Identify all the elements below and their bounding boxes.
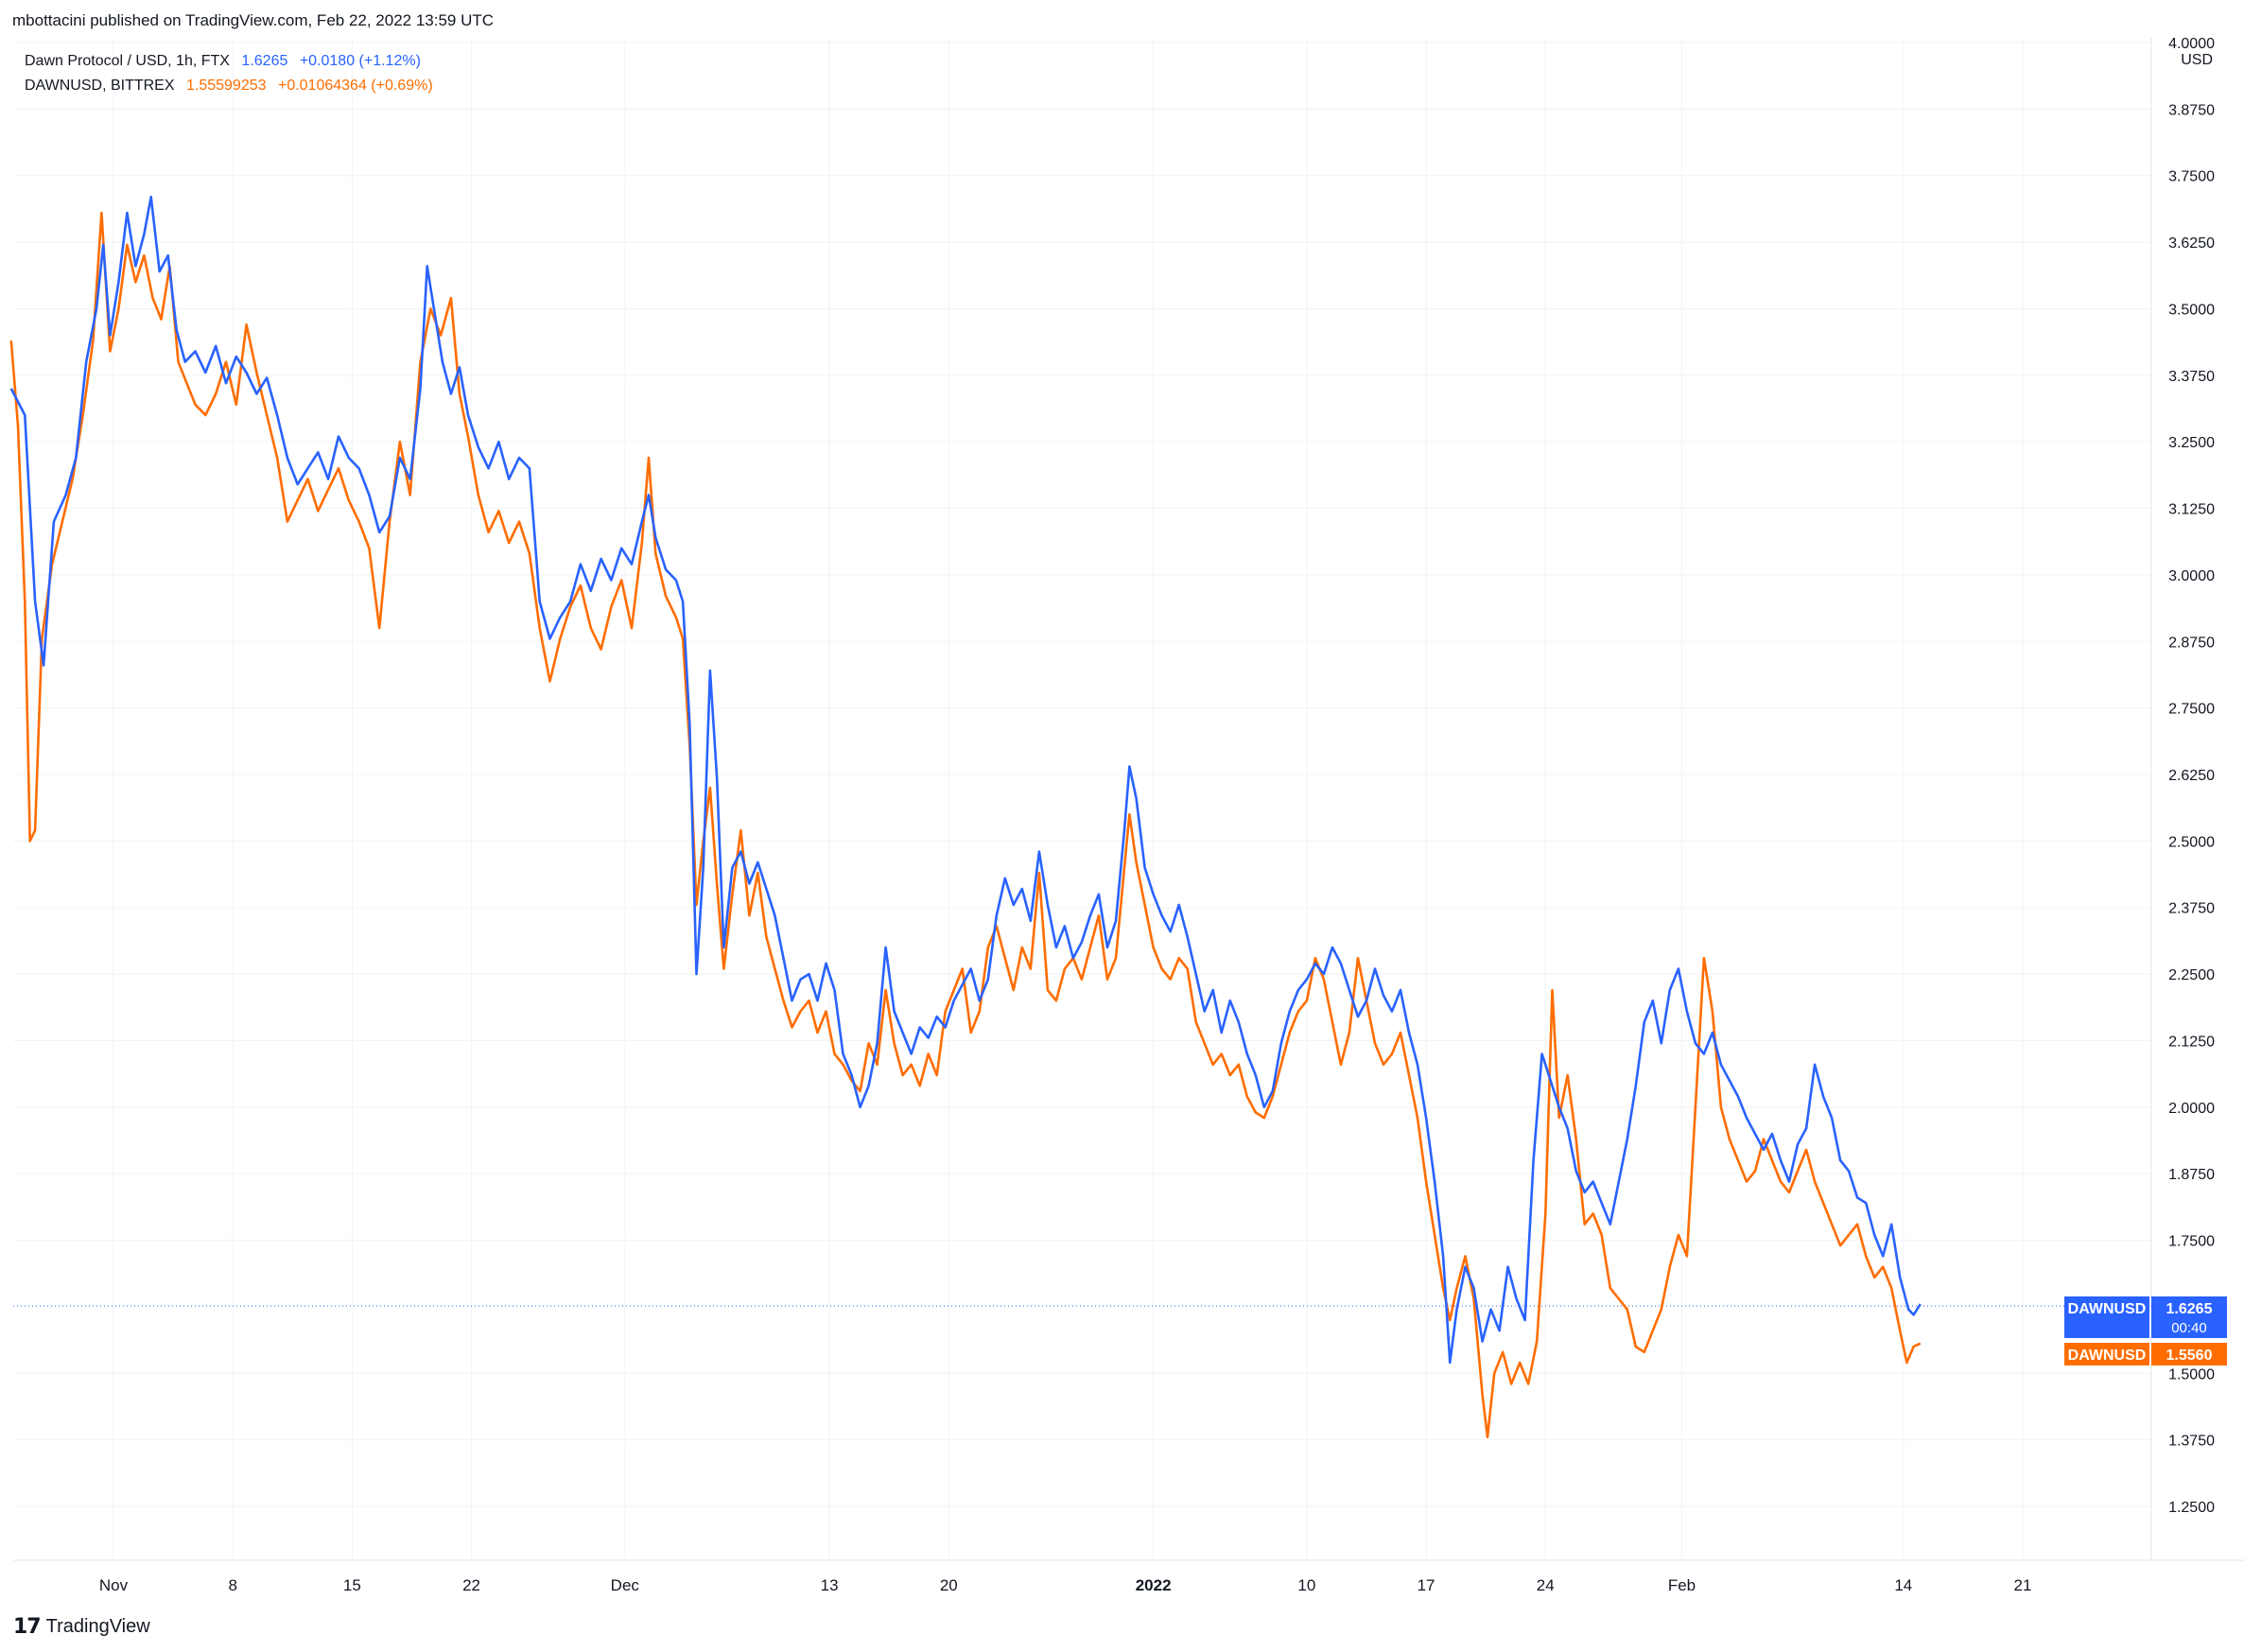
y-tick-label: 2.0000 xyxy=(2168,1101,2215,1117)
legend-series-name: DAWNUSD, BITTREX xyxy=(25,78,175,94)
price-label-name: DAWNUSD xyxy=(2068,1348,2147,1364)
x-tick-label: Nov xyxy=(99,1576,129,1594)
series-line-bittrex xyxy=(9,211,1922,1439)
y-tick-label: 2.8750 xyxy=(2168,635,2215,651)
y-tick-label: 4.0000 xyxy=(2168,36,2215,52)
legend-change: +0.0180 (+1.12%) xyxy=(299,53,421,69)
tradingview-logo[interactable]: 𝟭𝟳 TradingView xyxy=(13,1614,150,1639)
legend-price: 1.55599253 xyxy=(185,78,267,94)
price-label-bittrex: DAWNUSD 1.5560 xyxy=(2064,1343,2227,1365)
y-tick-label: 3.1250 xyxy=(2168,502,2215,518)
price-label-name: DAWNUSD xyxy=(2068,1301,2147,1317)
x-tick-label: 14 xyxy=(1894,1576,1912,1594)
y-tick-label: 1.2500 xyxy=(2168,1500,2215,1516)
price-label-value-bg xyxy=(2151,1343,2227,1365)
x-tick-label: 8 xyxy=(228,1576,236,1594)
y-tick-label: 2.7500 xyxy=(2168,702,2215,718)
y-tick-label: 3.7500 xyxy=(2168,169,2215,185)
y-tick-label: 1.3750 xyxy=(2168,1434,2215,1450)
x-tick-label: 10 xyxy=(1297,1576,1315,1594)
time-axis: Nov 8 15 22 Dec 13 20 2022 10 17 24 Feb 14 21 xyxy=(99,1576,2032,1594)
y-tick-label: 3.5000 xyxy=(2168,302,2215,318)
price-label-value: 1.6265 xyxy=(2166,1301,2213,1317)
price-label-ftx: DAWNUSD 1.6265 00:40 xyxy=(2064,1296,2227,1338)
series-layer xyxy=(9,195,1922,1439)
y-tick-label: 3.6250 xyxy=(2168,235,2215,252)
series-line-ftx xyxy=(9,195,1922,1365)
y-tick-label: 1.7500 xyxy=(2168,1234,2215,1250)
x-tick-label: 2022 xyxy=(1136,1576,1172,1594)
x-tick-label: Feb xyxy=(1668,1576,1696,1594)
y-tick-label: 3.0000 xyxy=(2168,568,2215,584)
y-axis-currency: USD xyxy=(2181,52,2213,68)
price-label-value-bg xyxy=(2151,1296,2227,1338)
y-tick-label: 3.3750 xyxy=(2168,369,2215,385)
x-tick-label: 15 xyxy=(343,1576,361,1594)
legend-row-ftx[interactable]: Dawn Protocol / USD, 1h, FTX 1.6265 +0.0… xyxy=(25,49,441,74)
x-tick-label: 13 xyxy=(821,1576,839,1594)
x-tick-label: 24 xyxy=(1537,1576,1555,1594)
price-label-countdown: 00:40 xyxy=(2171,1320,2207,1336)
tradingview-brand-text: TradingView xyxy=(45,1615,150,1637)
x-tick-label: 21 xyxy=(2014,1576,2032,1594)
price-axis: 4.0000 3.8750 3.7500 3.6250 3.5000 3.3750 3.25… xyxy=(2168,36,2215,1516)
x-tick-label: 17 xyxy=(1418,1576,1435,1594)
y-tick-label: 1.8750 xyxy=(2168,1167,2215,1183)
legend-price: 1.6265 xyxy=(241,53,288,69)
price-label-name-bg xyxy=(2064,1296,2149,1338)
x-tick-label: Dec xyxy=(611,1576,640,1594)
y-tick-label: 2.2500 xyxy=(2168,967,2215,983)
y-tick-label: 2.1250 xyxy=(2168,1034,2215,1050)
price-labels: DAWNUSD 1.6265 00:40 DAWNUSD 1.5560 xyxy=(2064,1296,2227,1365)
publisher-line: mbottacini published on TradingView.com,… xyxy=(12,11,495,29)
price-label-name-bg xyxy=(2064,1343,2149,1365)
x-tick-label: 22 xyxy=(462,1576,480,1594)
tradingview-logo-icon: 𝟭𝟳 xyxy=(13,1614,42,1638)
x-tick-label: 20 xyxy=(940,1576,958,1594)
legend-change: +0.01064364 (+0.69%) xyxy=(277,78,433,94)
price-label-value: 1.5560 xyxy=(2166,1348,2213,1364)
y-tick-label: 2.3750 xyxy=(2168,901,2215,917)
legend-series-name: Dawn Protocol / USD, 1h, FTX xyxy=(25,53,230,69)
grid-layer xyxy=(13,38,2151,1560)
y-tick-label: 1.5000 xyxy=(2168,1366,2215,1382)
y-tick-label: 2.6250 xyxy=(2168,768,2215,784)
y-tick-label: 2.5000 xyxy=(2168,834,2215,850)
y-tick-label: 3.2500 xyxy=(2168,435,2215,451)
legend-row-bittrex[interactable]: DAWNUSD, BITTREX 1.55599253 +0.01064364 … xyxy=(25,74,441,98)
legend: Dawn Protocol / USD, 1h, FTX 1.6265 +0.0… xyxy=(25,49,441,98)
y-tick-label: 3.8750 xyxy=(2168,102,2215,118)
